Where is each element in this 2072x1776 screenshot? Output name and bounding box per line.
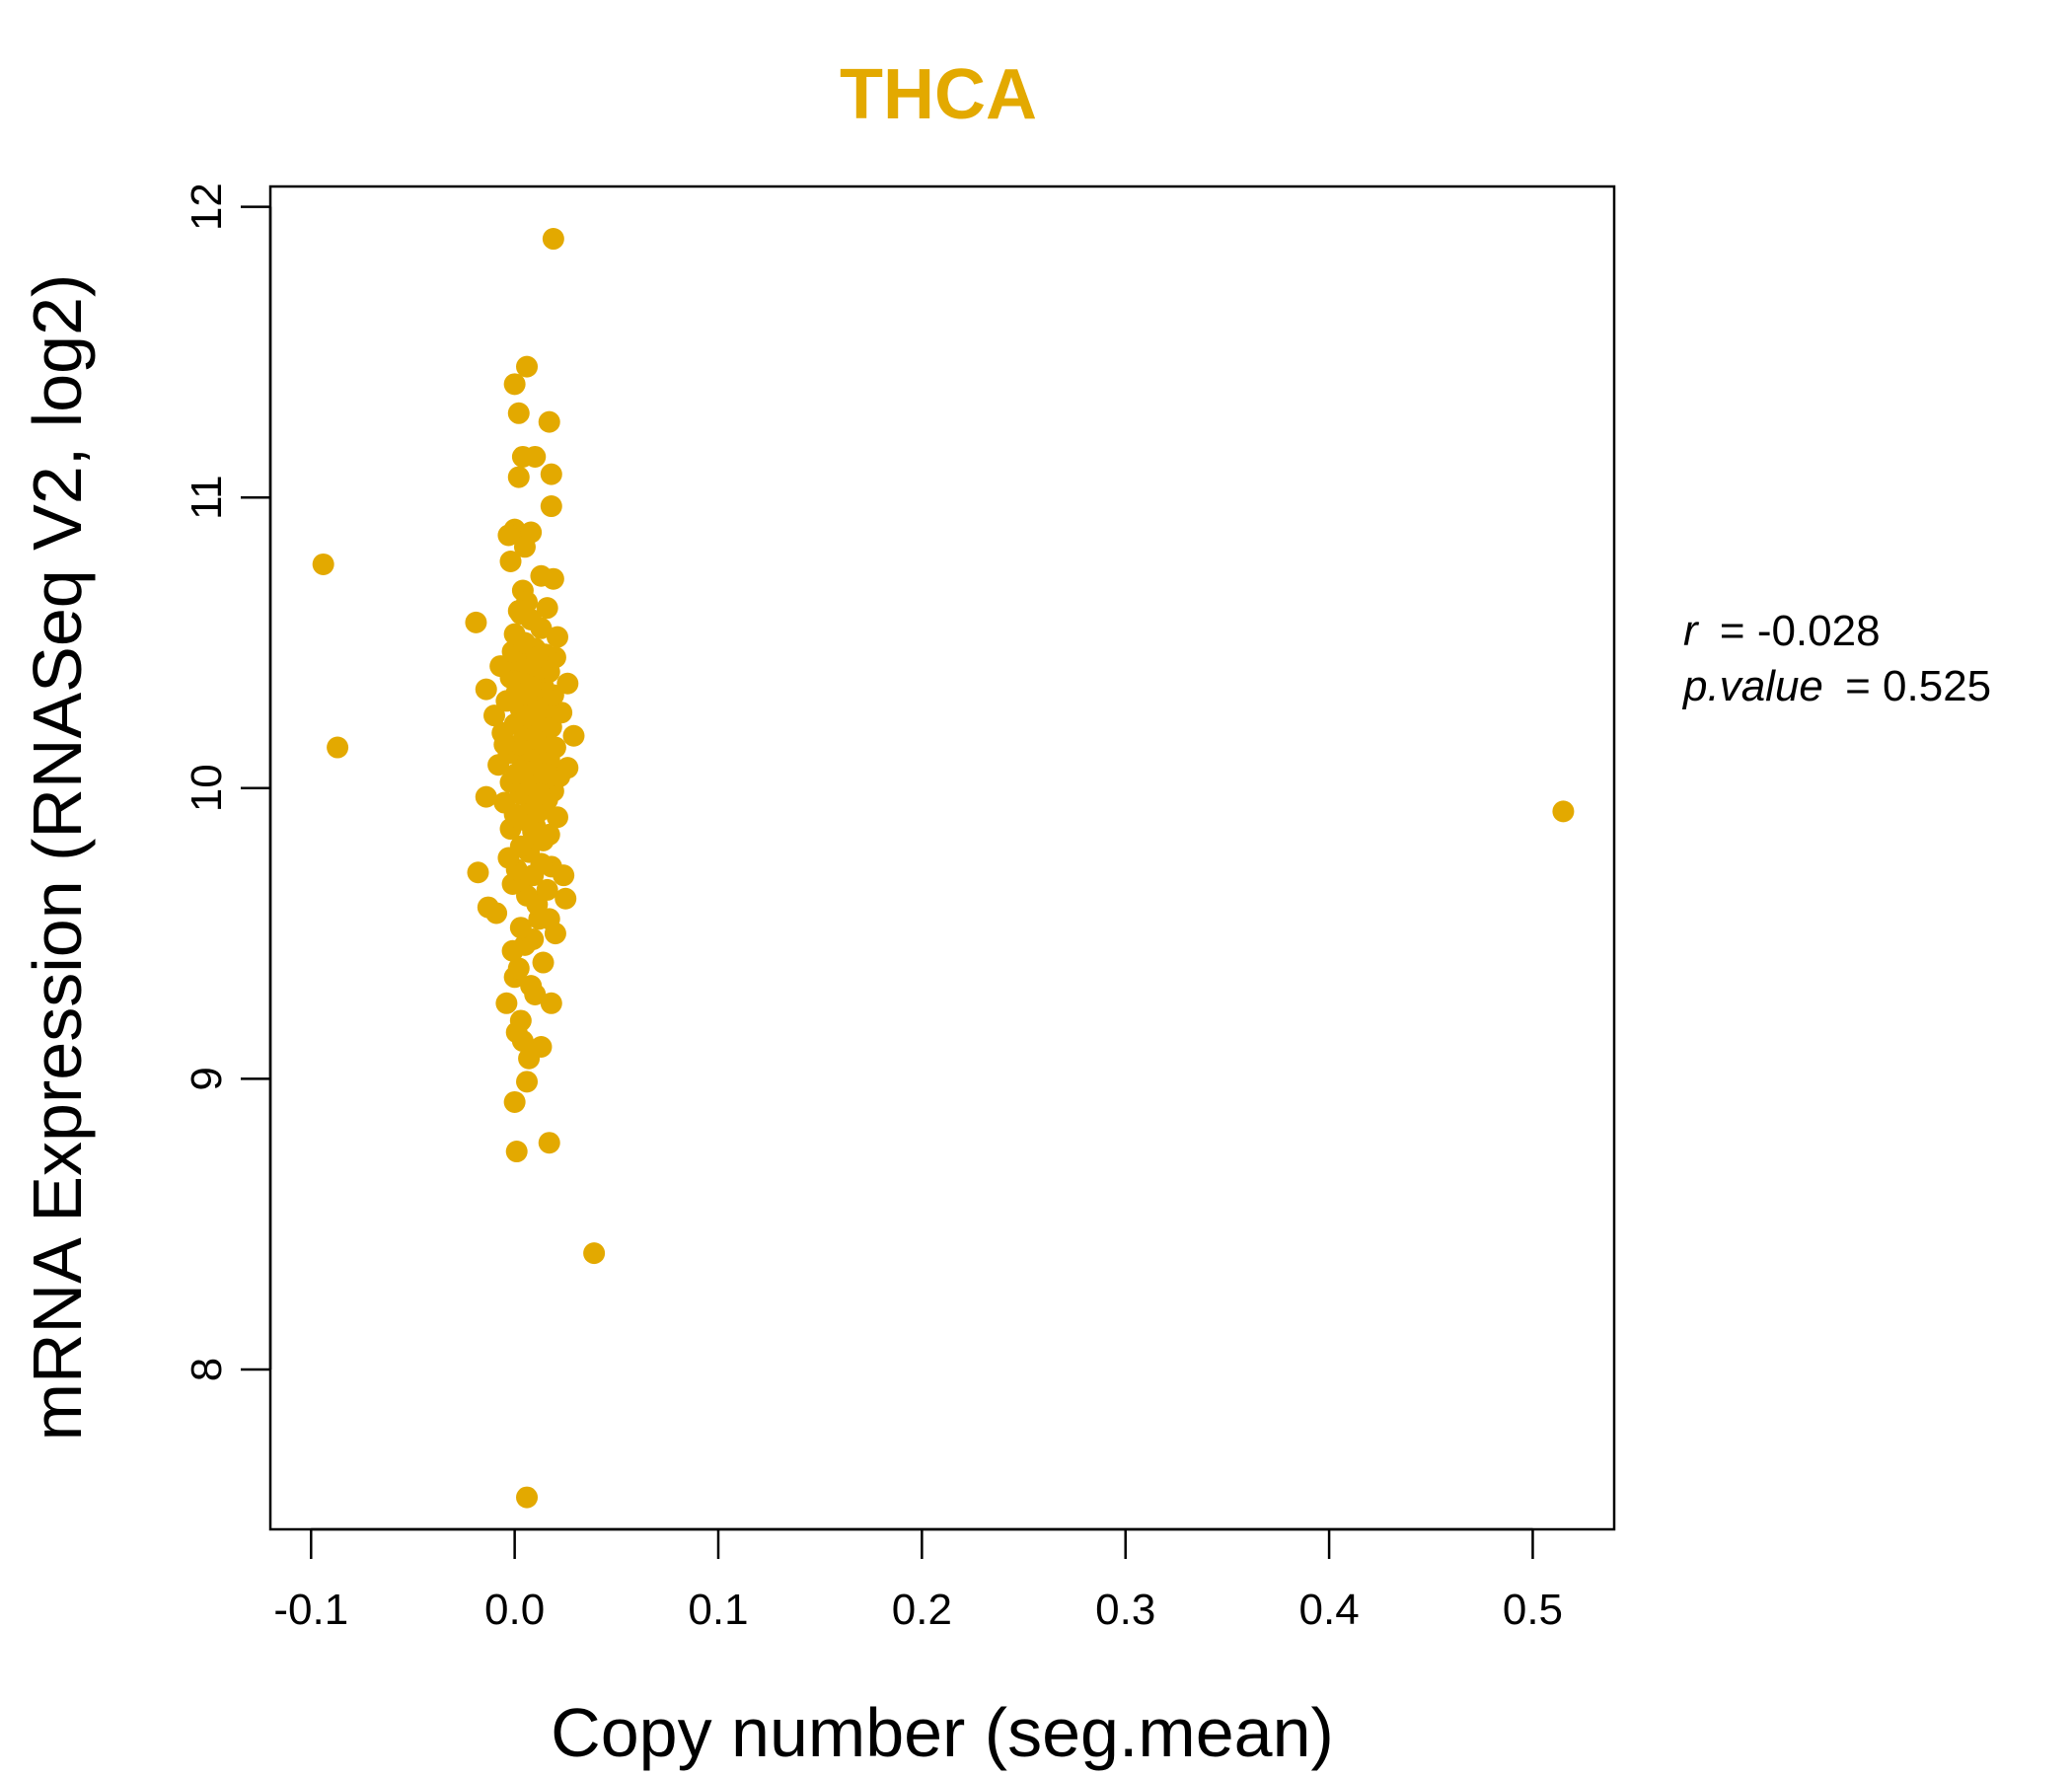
x-tick-label: 0.3 bbox=[1095, 1586, 1155, 1634]
data-point bbox=[503, 373, 526, 396]
data-point bbox=[542, 567, 564, 590]
data-point bbox=[511, 763, 534, 785]
data-point bbox=[516, 355, 539, 378]
data-point bbox=[522, 820, 545, 843]
data-point bbox=[499, 551, 522, 573]
data-point bbox=[546, 626, 568, 648]
data-point bbox=[493, 791, 516, 814]
y-tick-label: 9 bbox=[183, 1067, 231, 1090]
x-axis: -0.1 0.0 0.1 0.2 0.3 0.4 0.5 bbox=[273, 1527, 1563, 1634]
stat-r-key: r bbox=[1683, 607, 1700, 655]
stat-r-value: -0.028 bbox=[1757, 607, 1881, 655]
data-point bbox=[556, 672, 579, 695]
stat-p-value: 0.525 bbox=[1883, 662, 1991, 710]
data-point bbox=[509, 917, 532, 939]
data-point bbox=[516, 704, 539, 727]
data-point bbox=[483, 704, 505, 727]
data-point bbox=[516, 1486, 539, 1509]
y-tick-label: 12 bbox=[183, 183, 231, 231]
data-point bbox=[1552, 800, 1575, 823]
stat-p: p.value = 0.525 bbox=[1681, 662, 1991, 710]
data-point bbox=[583, 1242, 606, 1265]
data-point bbox=[497, 524, 520, 547]
data-point bbox=[542, 228, 564, 251]
data-point bbox=[532, 951, 555, 974]
data-point bbox=[507, 600, 530, 623]
data-point bbox=[475, 785, 497, 808]
data-point bbox=[526, 646, 549, 669]
data-point bbox=[556, 757, 579, 779]
data-point bbox=[509, 1009, 532, 1032]
data-point bbox=[540, 463, 562, 485]
data-point bbox=[503, 623, 526, 645]
data-point bbox=[489, 655, 512, 678]
data-point bbox=[467, 861, 489, 884]
x-tick-label: 0.2 bbox=[892, 1586, 952, 1634]
y-tick-label: 8 bbox=[183, 1358, 231, 1381]
data-point bbox=[540, 992, 562, 1014]
data-point bbox=[507, 466, 530, 488]
plot-frame bbox=[268, 185, 1616, 1531]
data-point bbox=[534, 763, 556, 785]
x-tick-label: -0.1 bbox=[273, 1586, 348, 1634]
data-point bbox=[538, 908, 560, 930]
data-point bbox=[505, 806, 528, 829]
data-point bbox=[562, 724, 585, 747]
data-point bbox=[505, 1141, 528, 1163]
data-point bbox=[536, 878, 558, 901]
data-points bbox=[312, 228, 1575, 1509]
data-point bbox=[555, 887, 577, 910]
x-tick-label: 0.0 bbox=[484, 1586, 545, 1634]
y-tick-label: 10 bbox=[183, 764, 231, 812]
data-point bbox=[327, 736, 349, 759]
data-point bbox=[507, 957, 530, 980]
x-tick-label: 0.1 bbox=[688, 1586, 748, 1634]
data-point bbox=[513, 536, 536, 558]
data-point bbox=[546, 806, 568, 829]
chart-title: THCA bbox=[840, 55, 1037, 134]
x-tick-label: 0.5 bbox=[1503, 1586, 1563, 1634]
y-axis-title: mRNA Expression (RNASeq V2, log2) bbox=[19, 274, 96, 1442]
data-point bbox=[495, 992, 518, 1014]
data-point bbox=[536, 597, 558, 620]
data-point bbox=[507, 402, 530, 424]
data-point bbox=[493, 733, 516, 756]
data-point bbox=[509, 835, 532, 857]
y-axis: 8 9 10 11 12 bbox=[183, 183, 272, 1381]
x-axis-title: Copy number (seg.mean) bbox=[551, 1694, 1334, 1771]
data-point bbox=[524, 445, 547, 468]
data-point bbox=[518, 1047, 541, 1070]
data-point bbox=[538, 1132, 560, 1154]
x-tick-label: 0.4 bbox=[1299, 1586, 1360, 1634]
stat-r: r = -0.028 bbox=[1683, 607, 1881, 655]
data-point bbox=[516, 1071, 539, 1093]
data-point bbox=[477, 896, 499, 919]
y-tick-label: 11 bbox=[183, 475, 231, 520]
data-point bbox=[475, 678, 497, 701]
data-point bbox=[538, 410, 560, 433]
stat-p-key: p.value bbox=[1681, 662, 1823, 710]
data-point bbox=[528, 782, 551, 805]
data-point bbox=[540, 495, 562, 518]
data-point bbox=[465, 611, 487, 633]
data-point bbox=[520, 675, 543, 698]
data-point bbox=[312, 553, 334, 575]
data-point bbox=[503, 1090, 526, 1113]
data-point bbox=[520, 975, 543, 998]
